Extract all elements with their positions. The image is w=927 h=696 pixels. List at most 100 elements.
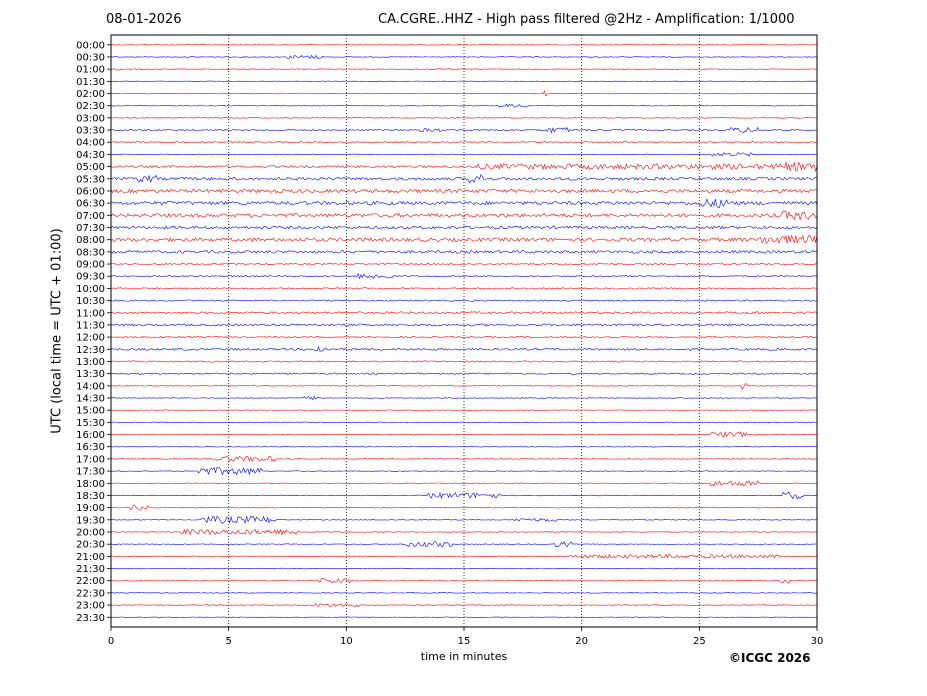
y-tick-label-0130: 01:30 <box>76 77 105 88</box>
y-tick-label-1630: 16:30 <box>76 442 105 453</box>
trace-0400 <box>110 141 818 144</box>
y-tick-label-0700: 07:00 <box>76 211 105 222</box>
y-tick-label-0900: 09:00 <box>76 260 105 271</box>
x-tick-label-10: 10 <box>340 636 353 647</box>
y-tick-label-2300: 23:00 <box>76 601 105 612</box>
x-tick-label-15: 15 <box>458 636 471 647</box>
y-tick-label-2330: 23:30 <box>76 613 105 624</box>
x-tick-label-0: 0 <box>108 636 114 647</box>
trace-0530 <box>110 174 818 184</box>
trace-0930 <box>110 272 818 280</box>
y-tick-label-0530: 05:30 <box>76 174 105 185</box>
y-tick-label-0600: 06:00 <box>76 186 105 197</box>
x-tick-label-30: 30 <box>811 636 824 647</box>
trace-1730 <box>110 467 817 476</box>
trace-0700 <box>110 210 818 221</box>
y-tick-label-0230: 02:30 <box>76 101 105 112</box>
trace-0730 <box>110 225 818 230</box>
y-tick-label-0930: 09:30 <box>76 272 105 283</box>
trace-2230 <box>111 592 818 594</box>
y-tick-label-2100: 21:00 <box>76 552 105 563</box>
trace-0030 <box>110 54 818 60</box>
trace-1530 <box>110 421 818 424</box>
y-tick-label-0100: 01:00 <box>76 65 105 76</box>
trace-0600 <box>110 188 818 194</box>
x-axis-label: time in minutes <box>420 650 508 663</box>
trace-0630 <box>110 198 818 208</box>
y-tick-label-1800: 18:00 <box>76 479 105 490</box>
trace-0000 <box>110 44 818 46</box>
x-tick-label-20: 20 <box>575 636 588 647</box>
x-tick-label-25: 25 <box>693 636 706 647</box>
y-tick-label-1400: 14:00 <box>76 381 105 392</box>
y-tick-label-0400: 04:00 <box>76 138 105 149</box>
trace-1830 <box>110 491 818 500</box>
trace-0230 <box>110 103 817 108</box>
seismic-traces <box>110 44 818 618</box>
y-axis-label: UTC (local time = UTC + 01:00) <box>49 228 65 434</box>
y-tick-label-1130: 11:30 <box>76 320 105 331</box>
trace-1500 <box>110 409 818 411</box>
trace-0200 <box>110 90 818 97</box>
trace-1300 <box>110 360 818 363</box>
y-tick-label-1330: 13:30 <box>76 369 105 380</box>
y-tick-label-0800: 08:00 <box>76 235 105 246</box>
y-tick-label-1000: 10:00 <box>76 284 105 295</box>
y-tick-label-1530: 15:30 <box>76 418 105 429</box>
y-tick-label-0200: 02:00 <box>76 89 105 100</box>
copyright-label: ©ICGC 2026 <box>729 651 811 665</box>
date-label: 08-01-2026 <box>106 12 182 27</box>
y-tick-label-1300: 13:00 <box>76 357 105 368</box>
trace-1700 <box>111 455 817 462</box>
y-tick-label-2000: 20:00 <box>76 528 105 539</box>
y-tick-label-2130: 21:30 <box>76 564 105 575</box>
y-tick-label-1100: 11:00 <box>76 308 105 319</box>
trace-1800 <box>111 480 818 487</box>
trace-2330 <box>110 616 817 618</box>
y-tick-label-1500: 15:00 <box>76 406 105 417</box>
trace-1030 <box>110 299 818 302</box>
y-tick-label-1030: 10:30 <box>76 296 105 307</box>
plot-frame <box>110 34 818 628</box>
y-tick-label-0500: 05:00 <box>76 162 105 173</box>
trace-1630 <box>110 446 818 448</box>
y-tick-label-1600: 16:00 <box>76 430 105 441</box>
y-tick-label-0430: 04:30 <box>76 150 105 161</box>
trace-0330 <box>110 126 818 134</box>
trace-2000 <box>110 528 818 536</box>
trace-0800 <box>110 234 818 244</box>
trace-0100 <box>111 68 818 71</box>
vertical-gridlines <box>228 35 700 627</box>
chart-title: CA.CGRE..HHZ - High pass filtered @2Hz -… <box>378 12 795 27</box>
trace-1200 <box>110 336 818 339</box>
y-tick-label-1930: 19:30 <box>76 515 105 526</box>
y-tick-label-1700: 17:00 <box>76 454 105 465</box>
y-tick-label-1900: 19:00 <box>76 503 105 514</box>
y-tick-label-0630: 06:30 <box>76 199 105 210</box>
y-tick-label-0330: 03:30 <box>76 126 105 137</box>
trace-0430 <box>110 152 818 157</box>
trace-2130 <box>110 567 818 570</box>
trace-0130 <box>110 80 818 83</box>
trace-2100 <box>110 553 818 559</box>
trace-1130 <box>110 323 818 327</box>
trace-1600 <box>110 430 818 438</box>
trace-0500 <box>110 161 818 172</box>
trace-1430 <box>110 395 817 401</box>
y-tick-label-2200: 22:00 <box>76 576 105 587</box>
trace-0300 <box>110 117 818 119</box>
trace-1230 <box>110 345 818 352</box>
y-tick-label-0030: 00:30 <box>76 52 105 63</box>
trace-1900 <box>110 504 818 511</box>
y-tick-label-1730: 17:30 <box>76 467 105 478</box>
trace-0900 <box>110 262 818 266</box>
trace-2200 <box>110 577 818 584</box>
trace-1330 <box>110 372 818 375</box>
trace-2030 <box>110 541 818 548</box>
y-tick-label-2030: 20:30 <box>76 540 105 551</box>
y-tick-label-1830: 18:30 <box>76 491 105 502</box>
y-tick-label-1430: 14:30 <box>76 394 105 405</box>
trace-0830 <box>110 249 818 254</box>
y-tick-label-0300: 03:00 <box>76 113 105 124</box>
